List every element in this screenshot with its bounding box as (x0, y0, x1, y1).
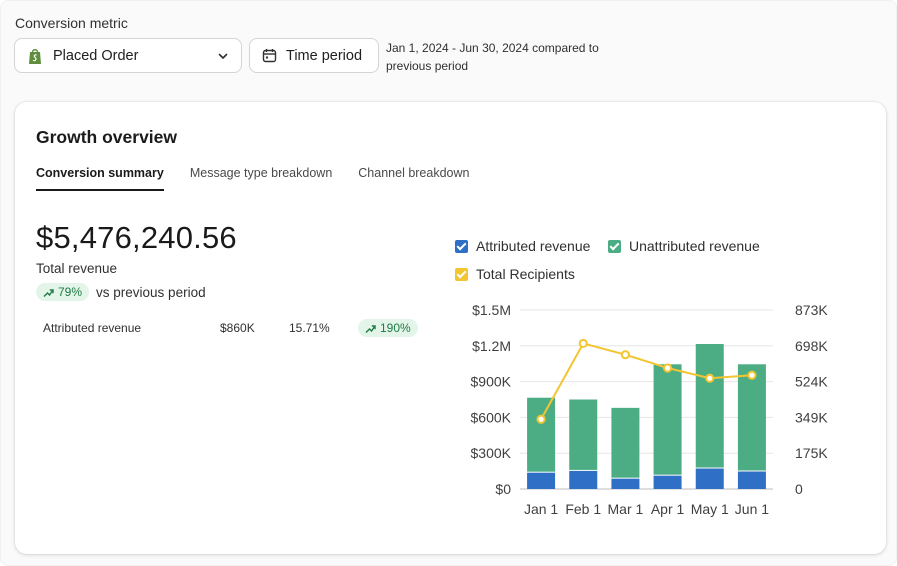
trend-up-icon (43, 288, 54, 297)
card-title: Growth overview (36, 127, 178, 147)
recipients-point (662, 363, 673, 373)
calendar-icon (262, 49, 277, 63)
bar-unattributed (695, 344, 724, 468)
bar-unattributed (653, 364, 682, 475)
tab-message-type-breakdown[interactable]: Message type breakdown (189, 166, 333, 180)
shopify-bag-icon (29, 48, 41, 64)
checkbox-checked-icon (608, 239, 621, 253)
y-left-tick-label: $1.2M (472, 338, 511, 354)
legend-recipients-label: Total Recipients (476, 266, 575, 282)
conversion-metric-value: Placed Order (53, 47, 139, 64)
bar-attributed (653, 475, 682, 489)
revenue-chart: $0 0 $300K 175K $600K 349K $900K 524K $1.2M 698K $… (471, 302, 829, 517)
recipients-point (705, 373, 715, 383)
legend-unattributed-label: Unattributed revenue (629, 238, 760, 254)
conversion-metric-select[interactable]: Placed Order (14, 38, 242, 73)
y-right-tick-label: 873K (795, 302, 828, 318)
time-period-label: Time period (286, 47, 363, 64)
x-tick-label: Feb 1 (565, 501, 601, 517)
y-left-tick-label: $0 (495, 481, 511, 497)
growth-overview-card: Growth overview Conversion summary Messa… (15, 102, 886, 554)
y-right-tick-label: 524K (795, 374, 828, 390)
tab-bar: Conversion summary Message type breakdow… (36, 166, 495, 191)
y-right-tick-label: 698K (795, 338, 828, 354)
attributed-change: 190% (380, 321, 411, 335)
x-tick-label: Apr 1 (651, 501, 685, 517)
y-left-tick-label: $1.5M (472, 302, 511, 318)
recipients-point (536, 414, 546, 424)
bar-attributed (737, 471, 766, 489)
tab-conversion-summary[interactable]: Conversion summary (36, 166, 164, 191)
y-right-tick-label: 349K (795, 409, 828, 425)
x-tick-label: May 1 (691, 501, 729, 517)
growth-percent: 79% (58, 285, 83, 299)
bar-attributed (695, 468, 724, 489)
time-period-button[interactable]: Time period (249, 38, 379, 73)
checkbox-checked-icon (455, 267, 468, 281)
date-range-text: Jan 1, 2024 - Jun 30, 2024 compared to p… (386, 41, 599, 73)
x-tick-label: Jun 1 (735, 501, 769, 517)
y-left-tick-label: $300K (471, 445, 512, 461)
total-revenue-label: Total revenue (36, 261, 118, 276)
recipients-point (747, 370, 757, 380)
x-tick-label: Mar 1 (608, 501, 644, 517)
bar-unattributed (527, 397, 556, 472)
legend-recipients[interactable]: Total Recipients (455, 266, 575, 282)
y-left-tick-label: $900K (471, 374, 512, 390)
bar-unattributed (569, 399, 598, 470)
checkbox-checked-icon (455, 239, 468, 253)
tab-channel-breakdown[interactable]: Channel breakdown (358, 166, 470, 180)
growth-comparison: 79% vs previous period (36, 283, 206, 301)
y-left-tick-label: $600K (471, 409, 512, 425)
attributed-label: Attributed revenue (43, 321, 142, 335)
growth-suffix: vs previous period (96, 284, 206, 300)
attributed-change-badge: 190% (358, 319, 418, 337)
recipients-point (620, 350, 631, 360)
x-tick-label: Jan 1 (524, 501, 558, 517)
bar-attributed (569, 470, 598, 489)
growth-badge: 79% (36, 283, 90, 301)
y-right-tick-label: 175K (795, 445, 828, 461)
bar-unattributed (737, 364, 766, 471)
recipients-point (578, 338, 588, 349)
trend-up-icon (365, 324, 376, 333)
recipients-line (540, 342, 752, 420)
chevron-down-icon (218, 53, 228, 59)
legend-unattributed[interactable]: Unattributed revenue (608, 238, 760, 254)
bar-attributed (527, 472, 556, 489)
legend-attributed[interactable]: Attributed revenue (455, 238, 590, 254)
bar-unattributed (611, 407, 640, 478)
bar-attributed (611, 478, 640, 489)
attributed-amount: $860K (220, 321, 255, 335)
conversion-metric-label: Conversion metric (15, 15, 128, 31)
total-revenue-value: $5,476,240.56 (36, 220, 237, 255)
legend-attributed-label: Attributed revenue (476, 238, 591, 254)
y-right-tick-label: 0 (795, 481, 803, 497)
attributed-share: 15.71% (289, 321, 330, 335)
